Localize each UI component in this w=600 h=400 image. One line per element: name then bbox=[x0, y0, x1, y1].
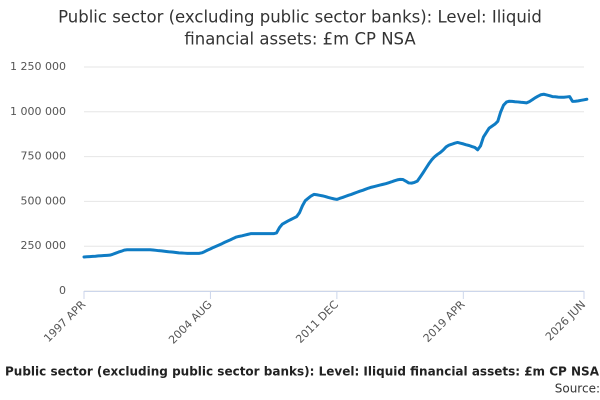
x-tick-label: 2004 AUG bbox=[166, 298, 215, 347]
y-tick-label: 0 bbox=[59, 284, 66, 297]
source: Source: bbox=[555, 382, 600, 396]
x-tick-label: 1997 APR bbox=[41, 298, 88, 345]
data-line bbox=[82, 92, 589, 259]
chart-title: financial assets: £m CP NSA bbox=[184, 30, 416, 49]
x-tick-label: 2026 JUN bbox=[543, 298, 588, 343]
y-tick-label: 250 000 bbox=[21, 239, 67, 252]
chart-title: Public sector (excluding public sector b… bbox=[58, 8, 542, 27]
y-tick-label: 750 000 bbox=[21, 150, 67, 163]
y-tick-label: 1 000 000 bbox=[10, 105, 66, 118]
x-tick-label: 2019 APR bbox=[421, 298, 468, 345]
caption: Public sector (excluding public sector b… bbox=[5, 365, 600, 379]
y-tick-label: 500 000 bbox=[21, 194, 67, 207]
y-tick-label: 1 250 000 bbox=[10, 60, 66, 73]
x-tick-label: 2011 DEC bbox=[293, 298, 341, 346]
